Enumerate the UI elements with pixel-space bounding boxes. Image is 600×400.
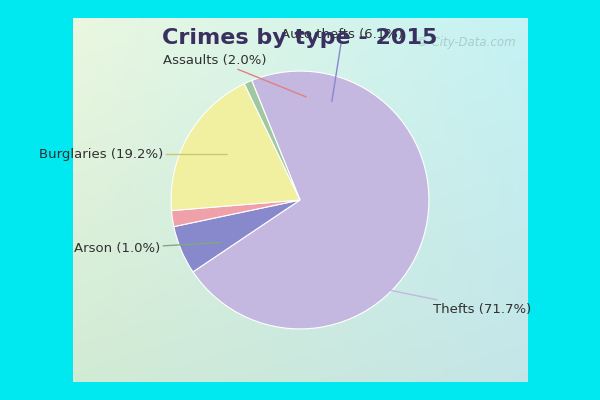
Text: © City-Data.com: © City-Data.com: [416, 36, 515, 49]
Text: Crimes by type - 2015: Crimes by type - 2015: [163, 28, 437, 48]
Wedge shape: [172, 200, 300, 227]
Text: Auto thefts (6.1%): Auto thefts (6.1%): [281, 28, 403, 102]
Text: Burglaries (19.2%): Burglaries (19.2%): [39, 148, 227, 161]
Wedge shape: [244, 80, 300, 200]
Wedge shape: [174, 200, 300, 272]
Text: Assaults (2.0%): Assaults (2.0%): [163, 54, 306, 97]
Text: Arson (1.0%): Arson (1.0%): [74, 242, 221, 255]
Wedge shape: [171, 84, 300, 211]
Wedge shape: [193, 71, 429, 329]
Text: Thefts (71.7%): Thefts (71.7%): [379, 288, 532, 316]
